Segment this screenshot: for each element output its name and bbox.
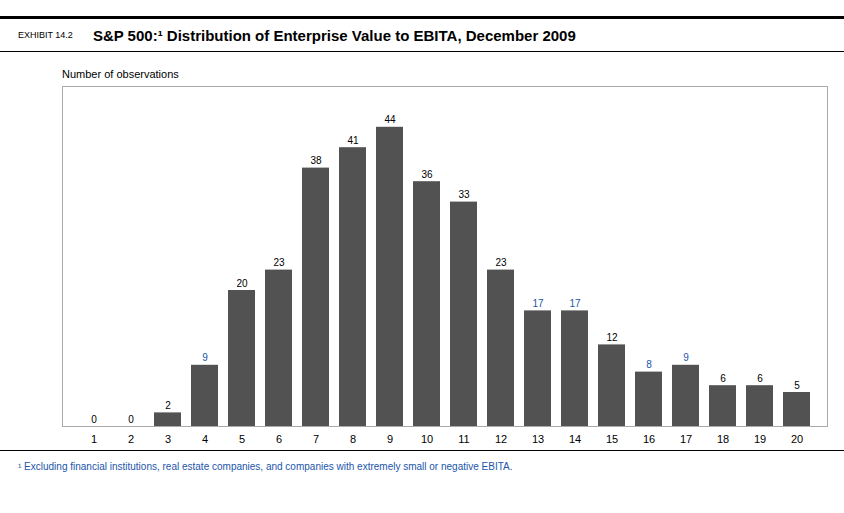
svg-text:41: 41 [347,135,359,146]
svg-text:7: 7 [313,433,319,445]
svg-text:6: 6 [757,373,763,384]
svg-text:0: 0 [128,414,134,425]
html-text:¹ Excluding financial institut: ¹ Excluding financial institutions, real… [18,461,513,472]
svg-text:3: 3 [165,433,171,445]
svg-text:5: 5 [794,380,800,391]
svg-text:5: 5 [239,433,245,445]
svg-text:13: 13 [532,433,544,445]
svg-text:17: 17 [532,298,544,309]
svg-text:15: 15 [606,433,618,445]
svg-text:11: 11 [458,433,469,445]
svg-text:12: 12 [606,332,618,343]
svg-text:10: 10 [421,433,433,445]
svg-text:20: 20 [791,433,803,445]
svg-text:23: 23 [495,257,507,268]
svg-text:36: 36 [421,169,433,180]
svg-text:16: 16 [643,433,655,445]
svg-text:23: 23 [273,257,285,268]
svg-text:9: 9 [683,352,689,363]
svg-text:2: 2 [165,400,171,411]
svg-text:14: 14 [569,433,581,445]
svg-text:2: 2 [128,433,134,445]
svg-text:44: 44 [384,114,396,125]
svg-text:1: 1 [91,433,97,445]
svg-text:9: 9 [387,433,393,445]
svg-text:17: 17 [569,298,581,309]
svg-text:8: 8 [350,433,356,445]
svg-text:0: 0 [91,414,97,425]
svg-text:17: 17 [680,433,692,445]
svg-text:9: 9 [202,352,208,363]
svg-text:38: 38 [310,155,322,166]
svg-text:19: 19 [754,433,766,445]
svg-text:6: 6 [720,373,726,384]
html-text:EXHIBIT 14.2: EXHIBIT 14.2 [18,30,73,40]
svg-text:6: 6 [276,433,282,445]
html-text:Number of observations: Number of observations [62,68,179,80]
svg-text:33: 33 [458,189,470,200]
svg-text:8: 8 [646,359,652,370]
html-text:S&P 500:¹ Distribution of Ente: S&P 500:¹ Distribution of Enterprise Val… [92,26,576,44]
svg-text:12: 12 [495,433,507,445]
svg-text:20: 20 [236,278,248,289]
svg-text:4: 4 [202,433,208,445]
svg-text:18: 18 [717,433,729,445]
